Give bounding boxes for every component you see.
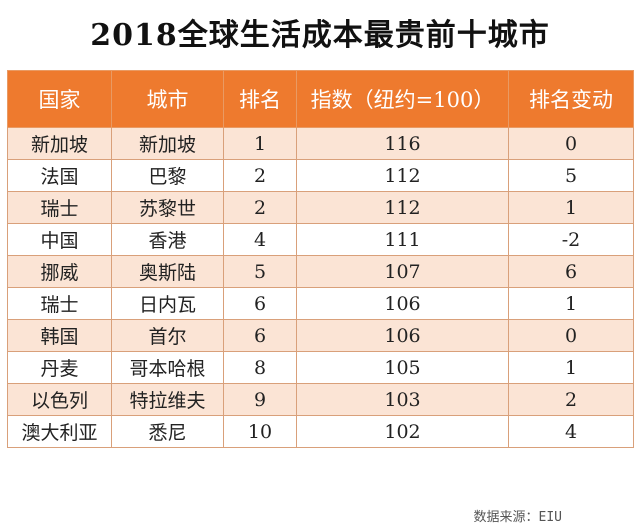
table-row: 新加坡 新加坡 1 116 0 <box>7 127 634 160</box>
cell-city: 新加坡 <box>111 127 224 160</box>
cell-rank-change: 6 <box>508 255 634 288</box>
cell-country: 瑞士 <box>7 287 112 320</box>
cell-index: 112 <box>296 191 509 224</box>
cell-city: 苏黎世 <box>111 191 224 224</box>
page-title: 2018全球生活成本最贵前十城市 <box>90 18 550 53</box>
cell-city: 巴黎 <box>111 159 224 192</box>
table-row: 瑞士 日内瓦 6 106 1 <box>7 287 634 320</box>
cell-rank: 5 <box>223 255 297 288</box>
table-row: 丹麦 哥本哈根 8 105 1 <box>7 351 634 384</box>
cell-rank-change: 1 <box>508 287 634 320</box>
cell-city: 日内瓦 <box>111 287 224 320</box>
cell-country: 中国 <box>7 223 112 256</box>
cell-rank: 6 <box>223 287 297 320</box>
cell-country: 瑞士 <box>7 191 112 224</box>
table-row: 韩国 首尔 6 106 0 <box>7 319 634 352</box>
table-row: 挪威 奥斯陆 5 107 6 <box>7 255 634 288</box>
table-row: 以色列 特拉维夫 9 103 2 <box>7 383 634 416</box>
header-country: 国家 <box>7 70 112 128</box>
cell-rank: 9 <box>223 383 297 416</box>
cell-city: 奥斯陆 <box>111 255 224 288</box>
cell-rank-change: 2 <box>508 383 634 416</box>
cell-rank-change: 0 <box>508 319 634 352</box>
cell-city: 香港 <box>111 223 224 256</box>
source-note: 数据来源：EIU <box>473 510 562 525</box>
cell-index: 112 <box>296 159 509 192</box>
cell-index: 116 <box>296 127 509 160</box>
cell-rank-change: 1 <box>508 191 634 224</box>
cost-of-living-table: 国家 城市 排名 指数（纽约=100） 排名变动 新加坡 新加坡 1 116 0… <box>7 70 634 448</box>
cell-index: 103 <box>296 383 509 416</box>
table-header-row: 国家 城市 排名 指数（纽约=100） 排名变动 <box>7 70 634 128</box>
cell-rank-change: -2 <box>508 223 634 256</box>
cell-city: 哥本哈根 <box>111 351 224 384</box>
cell-country: 澳大利亚 <box>7 415 112 448</box>
cell-rank-change: 5 <box>508 159 634 192</box>
header-city: 城市 <box>111 70 224 128</box>
cell-index: 105 <box>296 351 509 384</box>
cell-country: 以色列 <box>7 383 112 416</box>
cell-country: 新加坡 <box>7 127 112 160</box>
cell-rank: 1 <box>223 127 297 160</box>
cell-index: 107 <box>296 255 509 288</box>
cell-index: 111 <box>296 223 509 256</box>
cell-country: 韩国 <box>7 319 112 352</box>
cell-rank: 2 <box>223 159 297 192</box>
cell-index: 106 <box>296 287 509 320</box>
cell-rank-change: 1 <box>508 351 634 384</box>
cell-city: 首尔 <box>111 319 224 352</box>
cell-city: 悉尼 <box>111 415 224 448</box>
cell-rank: 10 <box>223 415 297 448</box>
table-row: 瑞士 苏黎世 2 112 1 <box>7 191 634 224</box>
cell-rank-change: 0 <box>508 127 634 160</box>
cell-index: 106 <box>296 319 509 352</box>
cell-country: 丹麦 <box>7 351 112 384</box>
cell-rank: 6 <box>223 319 297 352</box>
cell-rank: 2 <box>223 191 297 224</box>
table-row: 法国 巴黎 2 112 5 <box>7 159 634 192</box>
cell-index: 102 <box>296 415 509 448</box>
cell-rank: 8 <box>223 351 297 384</box>
table-row: 中国 香港 4 111 -2 <box>7 223 634 256</box>
cell-city: 特拉维夫 <box>111 383 224 416</box>
table-row: 澳大利亚 悉尼 10 102 4 <box>7 415 634 448</box>
cell-country: 挪威 <box>7 255 112 288</box>
header-index: 指数（纽约=100） <box>296 70 509 128</box>
cell-country: 法国 <box>7 159 112 192</box>
cell-rank: 4 <box>223 223 297 256</box>
header-rank: 排名 <box>223 70 297 128</box>
cell-rank-change: 4 <box>508 415 634 448</box>
header-rank-change: 排名变动 <box>508 70 634 128</box>
